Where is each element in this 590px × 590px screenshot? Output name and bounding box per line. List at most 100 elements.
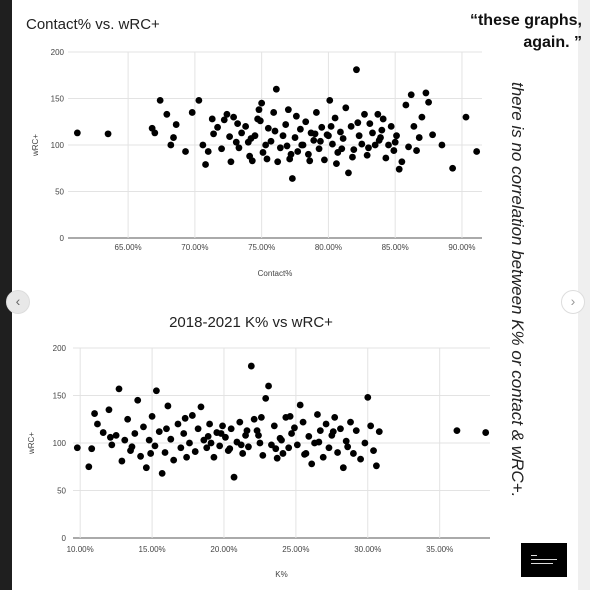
y-tick-label: 100	[51, 141, 65, 150]
data-point	[180, 430, 188, 437]
k-rate-chart-panel: 2018-2021 K% vs wRC+ 0 50 100 150 200 10.00% 1…	[12, 300, 490, 590]
data-point	[339, 464, 347, 472]
quote-line-1: “these graphs,	[469, 12, 582, 29]
previous-slide-button[interactable]: ‹	[6, 290, 30, 314]
x-tick-label: 10.00%	[67, 545, 94, 554]
data-point	[333, 160, 340, 168]
data-point	[272, 85, 280, 93]
data-point	[227, 425, 235, 433]
data-point	[296, 125, 304, 133]
data-point	[342, 437, 350, 445]
slide-thumbnail[interactable]	[521, 543, 567, 577]
data-points	[73, 66, 481, 182]
data-point	[145, 436, 153, 444]
data-point	[238, 129, 246, 137]
data-point	[276, 144, 284, 152]
data-point	[270, 422, 278, 430]
x-tick-label: 75.00%	[248, 243, 275, 252]
data-point	[304, 150, 312, 158]
data-point	[462, 113, 470, 121]
data-point	[140, 423, 147, 431]
data-point	[308, 460, 316, 468]
k-rate-scatter-chart: 0 50 100 150 200 10.00% 15.00% 20.00% 25.00% 30.0…	[27, 344, 490, 579]
data-point	[393, 132, 400, 140]
data-point	[329, 140, 336, 148]
data-point	[242, 123, 250, 130]
x-tick-label: 70.00%	[181, 243, 208, 252]
data-point	[262, 141, 270, 149]
quote-text: “these graphs, again. ”	[470, 10, 582, 54]
data-point	[219, 422, 226, 430]
data-point	[449, 164, 457, 172]
data-point	[121, 436, 129, 444]
data-point	[88, 445, 96, 453]
data-point	[422, 89, 430, 97]
data-point	[365, 144, 372, 152]
data-point	[106, 433, 114, 441]
data-point	[311, 130, 319, 138]
data-point	[177, 444, 185, 452]
data-point	[453, 427, 461, 435]
right-frame-bar	[578, 0, 590, 590]
data-point	[315, 145, 323, 153]
data-point	[379, 115, 387, 123]
data-point	[349, 450, 357, 457]
data-point	[137, 452, 144, 460]
next-slide-button[interactable]: ›	[561, 290, 585, 314]
data-point	[339, 135, 347, 142]
data-point	[313, 109, 320, 116]
data-point	[338, 145, 346, 153]
data-point	[352, 427, 360, 435]
x-tick-label: 85.00%	[382, 243, 409, 252]
data-point	[473, 148, 481, 155]
data-point	[163, 110, 171, 118]
data-point	[105, 406, 113, 414]
data-point	[247, 135, 255, 142]
data-point	[142, 464, 150, 472]
data-point	[398, 158, 406, 166]
y-tick-label: 0	[62, 534, 67, 543]
data-point	[148, 413, 156, 420]
quote-line-2: again. ”	[523, 34, 582, 51]
data-point	[181, 414, 189, 422]
data-point	[316, 427, 324, 435]
data-point	[217, 430, 225, 437]
left-frame-bar	[0, 0, 12, 590]
contact-chart-panel: Contact% vs. wRC+ 0 50 100 150 200 65.00% 70.0…	[12, 0, 490, 300]
data-point	[279, 450, 287, 457]
data-point	[248, 157, 256, 165]
data-point	[216, 442, 224, 450]
y-tick-label: 200	[53, 344, 67, 353]
data-point	[163, 425, 170, 433]
data-point	[429, 131, 436, 139]
data-point	[108, 441, 116, 449]
data-point	[326, 96, 334, 104]
data-point	[370, 447, 377, 454]
data-point	[235, 144, 243, 152]
data-point	[306, 157, 314, 165]
data-point	[378, 126, 386, 134]
data-point	[118, 457, 126, 465]
data-point	[301, 451, 308, 458]
data-point	[153, 387, 160, 395]
data-point	[156, 96, 164, 104]
data-point	[310, 136, 318, 144]
x-tick-label: 15.00%	[139, 545, 166, 554]
data-point	[345, 169, 352, 177]
data-point	[410, 123, 418, 130]
data-point	[182, 148, 189, 155]
data-point	[371, 141, 379, 149]
data-point	[202, 161, 209, 168]
data-point	[204, 432, 212, 440]
data-point	[94, 420, 101, 428]
y-axis-label: wRC+	[27, 432, 36, 455]
data-point	[342, 104, 350, 112]
data-point	[374, 110, 382, 118]
data-point	[337, 425, 344, 433]
data-point	[425, 98, 432, 106]
y-tick-label: 150	[53, 392, 67, 401]
data-point	[183, 453, 190, 461]
data-point	[259, 149, 267, 156]
data-point	[278, 436, 285, 444]
grid-lines	[68, 51, 482, 239]
